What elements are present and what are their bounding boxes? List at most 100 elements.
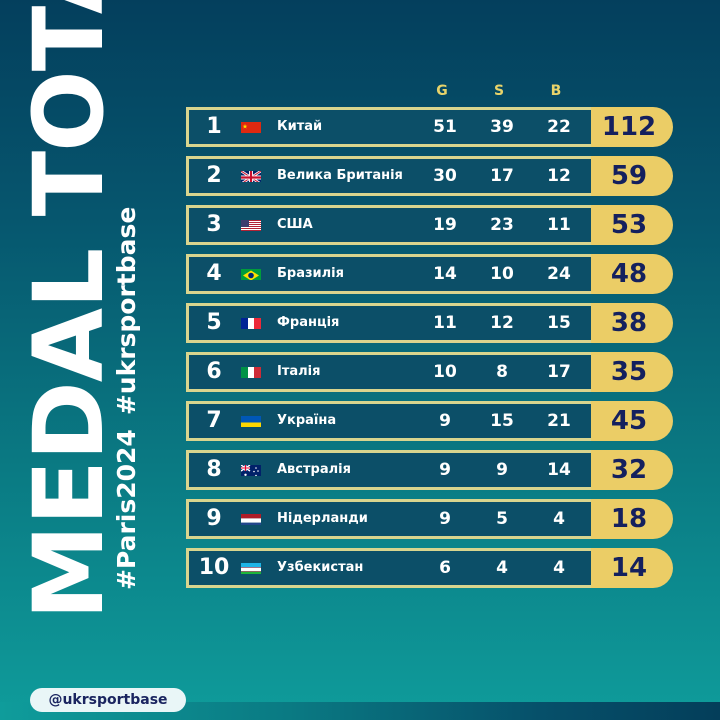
gold-count: 9 xyxy=(439,509,451,529)
row-main: 6 Італія 10 8 17 xyxy=(186,352,598,392)
country-name: Нідерланди xyxy=(277,511,368,526)
bronze-count: 14 xyxy=(547,460,571,480)
country-name: США xyxy=(277,217,313,232)
rank: 3 xyxy=(206,212,222,237)
bronze-count: 21 xyxy=(547,411,571,431)
rank: 1 xyxy=(206,114,222,139)
country-name: Франція xyxy=(277,315,340,330)
bronze-count: 4 xyxy=(553,558,565,578)
total-count: 112 xyxy=(591,107,673,147)
total-count: 18 xyxy=(591,499,673,539)
row-main: 7 Україна 9 15 21 xyxy=(186,401,598,441)
rank: 9 xyxy=(206,506,222,531)
total-count: 48 xyxy=(591,254,673,294)
gold-count: 10 xyxy=(433,362,457,382)
table-row: 4 Бразилія 14 10 24 48 xyxy=(186,254,674,294)
bronze-count: 4 xyxy=(553,509,565,529)
gold-count: 9 xyxy=(439,460,451,480)
usa-flag-icon xyxy=(241,218,261,231)
silver-count: 5 xyxy=(496,509,508,529)
rank: 5 xyxy=(206,310,222,335)
gold-count: 14 xyxy=(433,264,457,284)
country-name: Австралія xyxy=(277,462,351,477)
total-count: 35 xyxy=(591,352,673,392)
bronze-count: 22 xyxy=(547,117,571,137)
rank: 2 xyxy=(206,163,222,188)
bronze-count: 12 xyxy=(547,166,571,186)
handle-badge: @ukrsportbase xyxy=(30,688,186,712)
gold-count: 11 xyxy=(433,313,457,333)
uzbekistan-flag-icon xyxy=(241,561,261,574)
column-gold-header: G xyxy=(436,83,448,99)
table-row: 2 Велика Британія 30 17 12 59 xyxy=(186,156,674,196)
hashtag-ukrsportbase: #ukrsportbase xyxy=(112,206,141,416)
bronze-count: 24 xyxy=(547,264,571,284)
country-name: Бразилія xyxy=(277,266,344,281)
gold-count: 6 xyxy=(439,558,451,578)
silver-count: 17 xyxy=(490,166,514,186)
row-main: 8 Австралія 9 9 14 xyxy=(186,450,598,490)
silver-count: 10 xyxy=(490,264,514,284)
rank: 8 xyxy=(206,457,222,482)
row-main: 1 Китай 51 39 22 xyxy=(186,107,598,147)
bronze-count: 17 xyxy=(547,362,571,382)
gold-count: 51 xyxy=(433,117,457,137)
silver-count: 39 xyxy=(490,117,514,137)
france-flag-icon xyxy=(241,316,261,329)
table-row: 7 Україна 9 15 21 45 xyxy=(186,401,674,441)
silver-count: 23 xyxy=(490,215,514,235)
column-headers: G S B xyxy=(0,82,720,100)
country-name: Велика Британія xyxy=(277,168,403,183)
column-silver-header: S xyxy=(493,83,505,99)
hashtag-paris2024: #Paris2024 xyxy=(112,429,141,590)
row-main: 5 Франція 11 12 15 xyxy=(186,303,598,343)
row-main: 9 Нідерланди 9 5 4 xyxy=(186,499,598,539)
silver-count: 8 xyxy=(496,362,508,382)
country-name: Італія xyxy=(277,364,321,379)
netherlands-flag-icon xyxy=(241,512,261,525)
silver-count: 9 xyxy=(496,460,508,480)
table-row: 9 Нідерланди 9 5 4 18 xyxy=(186,499,674,539)
silver-count: 15 xyxy=(490,411,514,431)
uk-flag-icon xyxy=(241,169,261,182)
total-count: 14 xyxy=(591,548,673,588)
australia-flag-icon xyxy=(241,463,261,476)
china-flag-icon xyxy=(241,120,261,133)
table-row: 6 Італія 10 8 17 35 xyxy=(186,352,674,392)
total-count: 53 xyxy=(591,205,673,245)
row-main: 10 Узбекистан 6 4 4 xyxy=(186,548,598,588)
row-main: 2 Велика Британія 30 17 12 xyxy=(186,156,598,196)
table-row: 5 Франція 11 12 15 38 xyxy=(186,303,674,343)
row-main: 4 Бразилія 14 10 24 xyxy=(186,254,598,294)
italy-flag-icon xyxy=(241,365,261,378)
gold-count: 9 xyxy=(439,411,451,431)
table-row: 3 США 19 23 11 53 xyxy=(186,205,674,245)
column-bronze-header: B xyxy=(550,83,562,99)
rank: 10 xyxy=(198,555,230,580)
total-count: 32 xyxy=(591,450,673,490)
hashtags-line: #Paris2024 #ukrsportbase xyxy=(112,195,142,590)
table-row: 1 Китай 51 39 22 112 xyxy=(186,107,674,147)
rank: 4 xyxy=(206,261,222,286)
row-main: 3 США 19 23 11 xyxy=(186,205,598,245)
country-name: Україна xyxy=(277,413,337,428)
total-count: 45 xyxy=(591,401,673,441)
total-count: 59 xyxy=(591,156,673,196)
hashtags-block: #Paris2024 #ukrsportbase xyxy=(112,195,142,590)
bronze-count: 15 xyxy=(547,313,571,333)
country-name: Узбекистан xyxy=(277,560,364,575)
table-row: 10 Узбекистан 6 4 4 14 xyxy=(186,548,674,588)
silver-count: 12 xyxy=(490,313,514,333)
gold-count: 30 xyxy=(433,166,457,186)
rank: 6 xyxy=(206,359,222,384)
title-block: MEDAL TOTAL xyxy=(13,0,125,620)
ukraine-flag-icon xyxy=(241,414,261,427)
rank: 7 xyxy=(206,408,222,433)
total-count: 38 xyxy=(591,303,673,343)
page-title: MEDAL TOTAL xyxy=(13,0,125,620)
country-name: Китай xyxy=(277,119,323,134)
silver-count: 4 xyxy=(496,558,508,578)
brazil-flag-icon xyxy=(241,267,261,280)
gold-count: 19 xyxy=(433,215,457,235)
bronze-count: 11 xyxy=(547,215,571,235)
